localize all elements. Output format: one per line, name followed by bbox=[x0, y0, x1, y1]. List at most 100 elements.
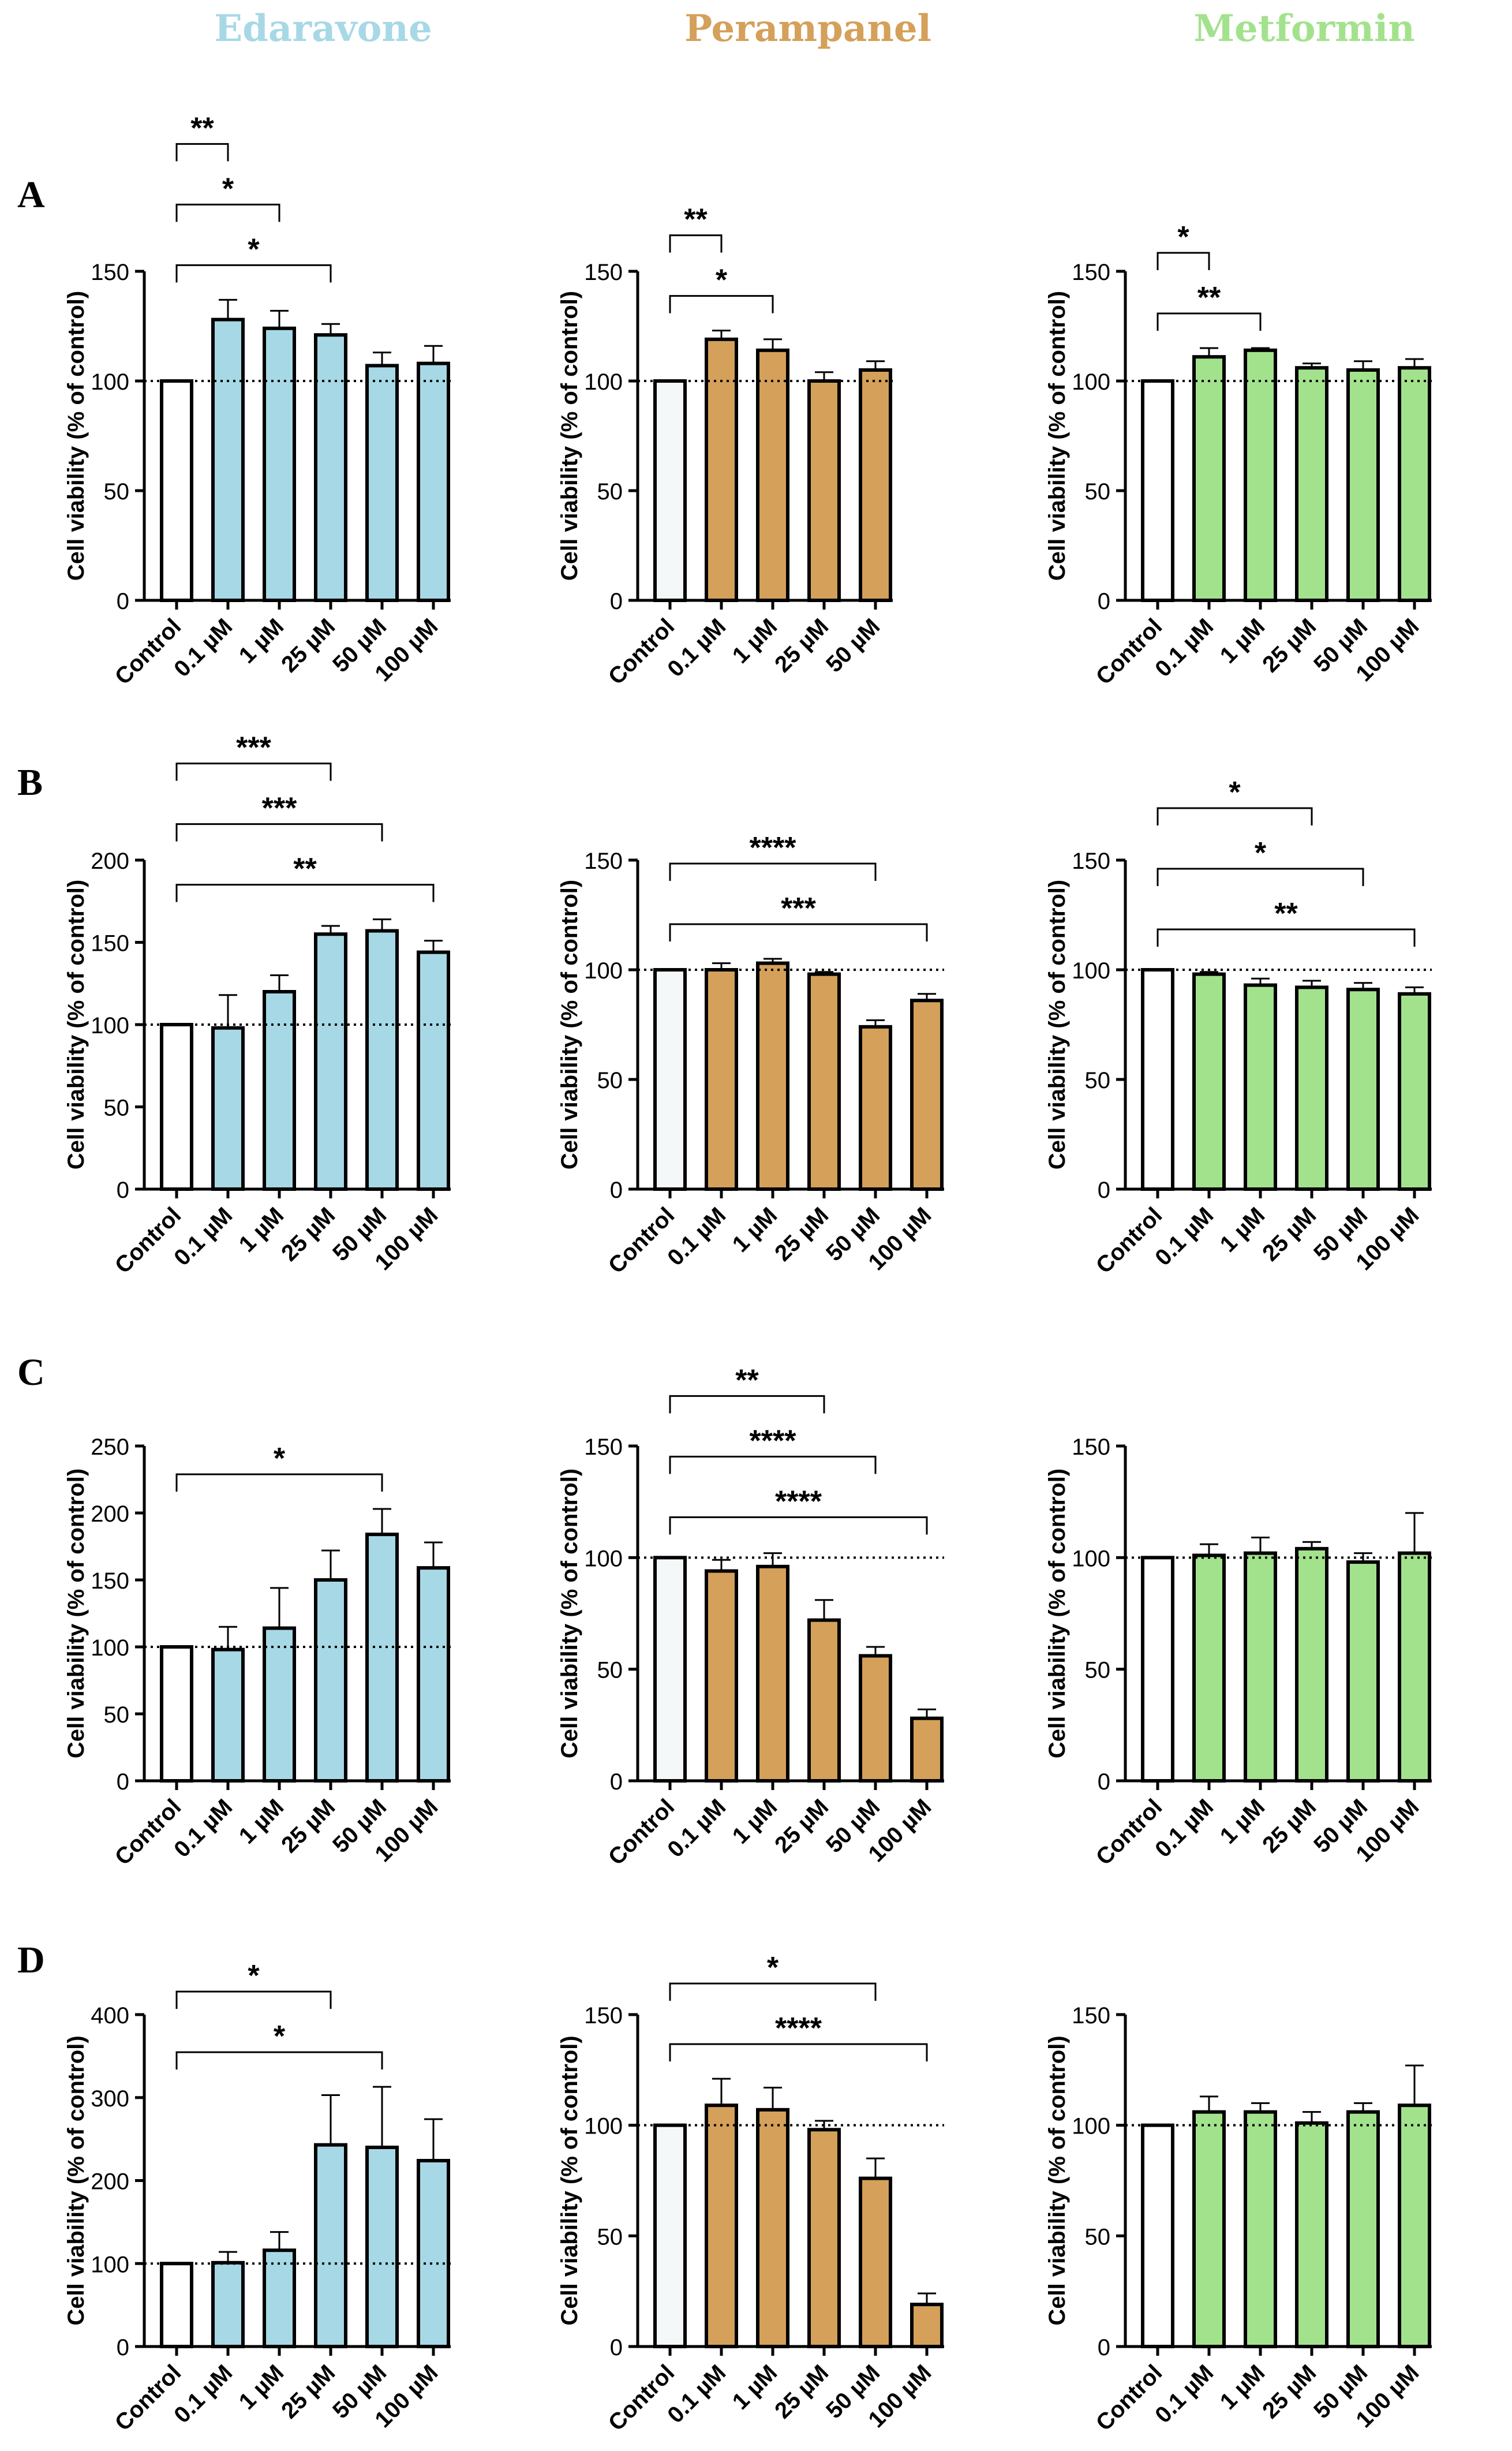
y-tick-label: 0 bbox=[117, 2335, 129, 2360]
significance-bracket bbox=[175, 763, 332, 781]
x-tick-label: 25 µM bbox=[1257, 614, 1321, 677]
bar-control bbox=[653, 379, 687, 602]
y-axis-label: Cell viability (% of control) bbox=[63, 291, 89, 581]
x-tick-label: Control bbox=[1091, 2360, 1167, 2436]
y-tick-label: 100 bbox=[1072, 369, 1110, 395]
row-label-b: B bbox=[17, 761, 43, 804]
x-tick-label: Control bbox=[604, 1794, 680, 1870]
bar-treatment bbox=[807, 2128, 841, 2348]
bar-control bbox=[1141, 968, 1174, 1191]
row-label-c: C bbox=[17, 1351, 45, 1393]
y-tick-label: 400 bbox=[91, 2003, 129, 2028]
x-tick-label: 0.1 µM bbox=[1150, 2360, 1218, 2428]
bar-control bbox=[1141, 379, 1174, 602]
x-tick-label: 0.1 µM bbox=[663, 1794, 731, 1862]
x-tick-label: Control bbox=[1091, 1202, 1167, 1279]
bar-control bbox=[1141, 1556, 1174, 1783]
y-tick-label: 100 bbox=[91, 1013, 129, 1038]
significance-label: ** bbox=[190, 111, 214, 145]
y-axis-label: Cell viability (% of control) bbox=[63, 1469, 89, 1758]
bar-treatment bbox=[417, 2159, 450, 2348]
bar-treatment bbox=[1244, 348, 1277, 602]
x-tick-label: 25 µM bbox=[1257, 1202, 1321, 1266]
bar-treatment bbox=[263, 990, 296, 1191]
y-tick-label: 150 bbox=[1072, 1434, 1110, 1460]
x-tick-label: 50 µM bbox=[821, 614, 885, 677]
significance-label: **** bbox=[775, 2012, 822, 2045]
significance-label: * bbox=[274, 1442, 286, 1475]
bar-treatment bbox=[859, 1025, 892, 1191]
x-tick-label: Control bbox=[1091, 1794, 1167, 1870]
significance-bracket bbox=[669, 1516, 928, 1535]
bar-treatment bbox=[807, 1618, 841, 1783]
x-tick-label: 25 µM bbox=[770, 1202, 833, 1266]
row-label-d: D bbox=[17, 1939, 45, 1981]
bar-treatment bbox=[910, 999, 944, 1191]
y-tick-label: 50 bbox=[597, 2224, 623, 2250]
x-tick-label: 0.1 µM bbox=[169, 1794, 237, 1862]
y-axis-label: Cell viability (% of control) bbox=[557, 291, 582, 581]
bar-treatment bbox=[314, 2143, 347, 2348]
bar-treatment bbox=[417, 950, 450, 1191]
x-tick-label: Control bbox=[110, 2360, 186, 2436]
significance-bracket bbox=[1157, 312, 1262, 331]
y-tick-label: 150 bbox=[1072, 849, 1110, 874]
x-tick-label: 25 µM bbox=[276, 614, 340, 677]
y-tick-label: 0 bbox=[117, 589, 129, 614]
x-tick-label: 0.1 µM bbox=[663, 1202, 731, 1271]
y-tick-label: 50 bbox=[104, 1702, 130, 1728]
significance-label: * bbox=[1255, 836, 1267, 870]
y-tick-label: 150 bbox=[584, 260, 623, 285]
significance-bracket bbox=[175, 823, 383, 842]
bar-control bbox=[160, 1645, 193, 1783]
bar-control bbox=[160, 1023, 193, 1191]
x-tick-label: 0.1 µM bbox=[1150, 614, 1218, 682]
significance-bracket bbox=[175, 1473, 383, 1492]
bar-treatment bbox=[705, 968, 738, 1191]
x-tick-label: 25 µM bbox=[770, 2360, 833, 2423]
x-tick-label: Control bbox=[110, 614, 186, 690]
y-tick-label: 0 bbox=[610, 1769, 623, 1795]
bar-treatment bbox=[705, 337, 738, 602]
bar-treatment bbox=[1295, 1546, 1328, 1783]
y-axis-label: Cell viability (% of control) bbox=[1045, 1469, 1070, 1758]
y-tick-label: 50 bbox=[1085, 1068, 1111, 1093]
x-tick-label: 0.1 µM bbox=[169, 614, 237, 682]
y-tick-label: 100 bbox=[91, 2252, 129, 2277]
bar-treatment bbox=[1398, 992, 1431, 1191]
bar-treatment bbox=[756, 1564, 789, 1783]
y-tick-label: 0 bbox=[610, 589, 623, 614]
significance-label: * bbox=[248, 233, 260, 266]
x-tick-label: 25 µM bbox=[770, 1794, 833, 1858]
significance-bracket bbox=[1157, 807, 1313, 825]
bar-control bbox=[1141, 2123, 1174, 2349]
bar-treatment bbox=[910, 1716, 944, 1783]
y-tick-label: 50 bbox=[104, 479, 130, 505]
bar-treatment bbox=[1398, 2103, 1431, 2349]
significance-bracket bbox=[175, 1990, 332, 2009]
bar-treatment bbox=[1244, 1551, 1277, 1783]
bar-treatment bbox=[807, 972, 841, 1191]
bar-treatment bbox=[859, 2176, 892, 2349]
significance-bracket bbox=[1157, 928, 1416, 947]
bar-treatment bbox=[314, 1578, 347, 1783]
x-tick-label: 0.1 µM bbox=[169, 2360, 237, 2428]
bar-treatment bbox=[705, 2103, 738, 2349]
x-tick-label: 25 µM bbox=[276, 2360, 340, 2423]
significance-label: *** bbox=[236, 731, 271, 765]
bar-treatment bbox=[211, 317, 245, 602]
y-tick-label: 0 bbox=[610, 2335, 623, 2360]
significance-label: **** bbox=[775, 1485, 822, 1518]
bar-treatment bbox=[1192, 2110, 1226, 2349]
bar-treatment bbox=[365, 929, 399, 1191]
x-tick-label: Control bbox=[604, 2360, 680, 2436]
significance-bracket bbox=[669, 1395, 825, 1414]
y-axis-label: Cell viability (% of control) bbox=[63, 2035, 89, 2325]
y-axis-label: Cell viability (% of control) bbox=[557, 880, 582, 1170]
y-tick-label: 150 bbox=[584, 849, 623, 874]
y-tick-label: 50 bbox=[597, 1068, 623, 1093]
x-tick-label: 25 µM bbox=[1257, 1794, 1321, 1858]
